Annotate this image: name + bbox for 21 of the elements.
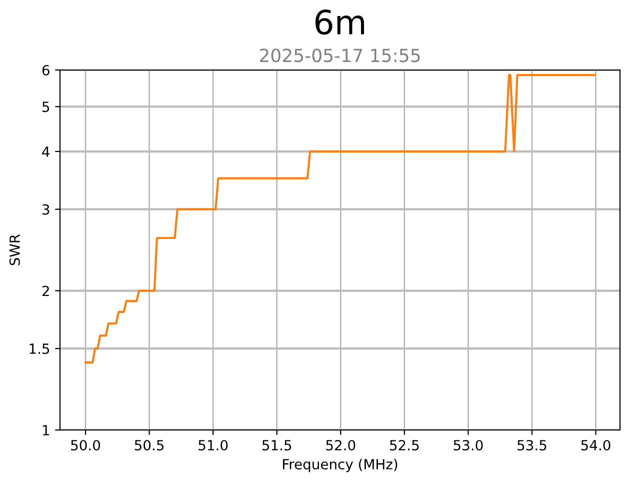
x-tick-label: 52.5 [390, 440, 419, 450]
x-axis-title: Frequency (MHz) [283, 458, 398, 472]
x-tick-label: 53.5 [518, 440, 546, 450]
y-tick-label: 1.5 [30, 344, 50, 354]
x-tick-label: 51.5 [262, 440, 292, 450]
y-tick-label: 1 [42, 425, 49, 436]
x-tick-label: 50.0 [71, 440, 100, 450]
x-tick-label: 50.5 [134, 440, 164, 450]
x-tick-label: 52.0 [326, 440, 356, 450]
x-tick-label: 51.0 [198, 440, 228, 450]
y-tick-label: 6 [42, 64, 50, 76]
y-axis-title: SWR [9, 234, 20, 266]
line-series [84, 74, 596, 364]
x-tick-label: 54.0 [581, 440, 610, 450]
y-tick-label: 2 [42, 286, 49, 296]
chart-title: 6m [315, 9, 364, 35]
chart-subtitle: 2025-05-17 15:55 [260, 48, 420, 62]
y-tick-label: 3 [42, 204, 50, 215]
y-tick-label: 5 [42, 102, 50, 112]
y-tick-label: 4 [42, 146, 50, 157]
x-tick-label: 53.0 [454, 440, 483, 450]
